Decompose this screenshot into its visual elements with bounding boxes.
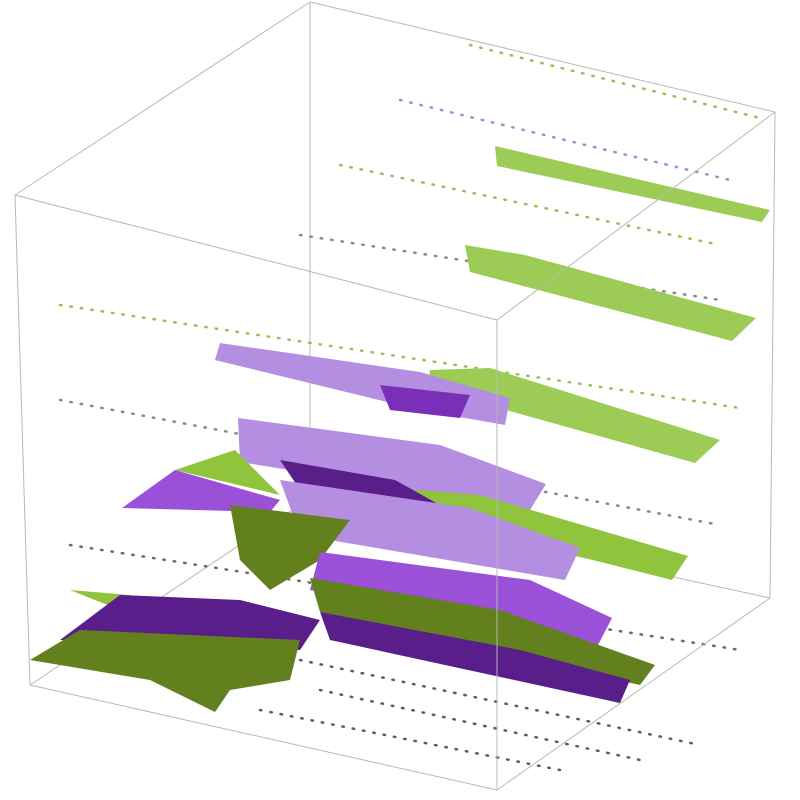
slab (280, 480, 580, 580)
slab (380, 385, 470, 418)
dot-trace (318, 688, 642, 762)
slabs (30, 146, 770, 712)
box-edge (769, 111, 776, 599)
dot-trace (258, 708, 562, 772)
slab (428, 368, 720, 463)
slab (230, 505, 350, 590)
dot-trace (338, 163, 722, 247)
box-edge (496, 111, 776, 321)
slab (465, 245, 756, 341)
box-edge (14, 194, 498, 321)
box-front-edges (14, 1, 776, 791)
box-edge (309, 1, 776, 113)
slab (122, 470, 280, 512)
slab (310, 552, 612, 645)
dot-trace (398, 98, 732, 182)
dot-trace (468, 43, 762, 120)
slab (238, 418, 546, 510)
box-edge (29, 684, 498, 791)
box-edge (14, 194, 31, 686)
slab (320, 612, 630, 703)
slab (30, 630, 300, 712)
box-edge (496, 597, 771, 791)
box-edge (14, 1, 311, 196)
slab (495, 146, 770, 222)
slab (280, 460, 440, 505)
slab (310, 578, 655, 685)
dot-trace (58, 303, 742, 410)
slab (175, 450, 280, 495)
